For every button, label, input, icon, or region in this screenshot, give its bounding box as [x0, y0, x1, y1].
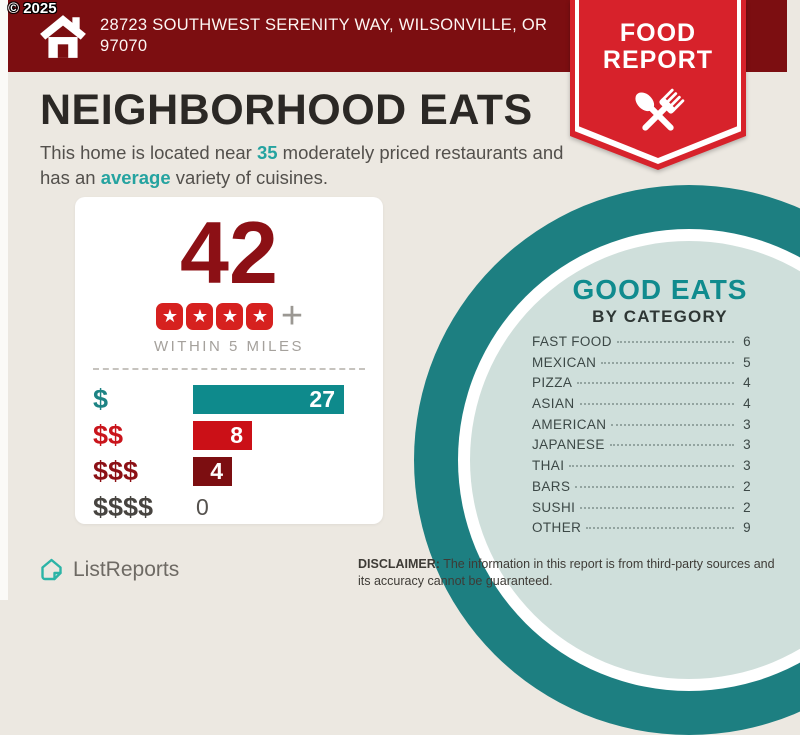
badge-title: FOOD REPORT	[570, 20, 746, 74]
dot-leader	[575, 485, 734, 488]
bar-zone: 27	[193, 385, 365, 414]
subtitle-highlight-variety: average	[100, 166, 171, 188]
restaurant-summary-card: 42 ★ ★ ★ ★ + WITHIN 5 MILES $27 $$ 8 $$$ 4 $$$$ 0	[75, 197, 383, 524]
category-row: BARS 2	[532, 479, 751, 500]
category-count: 3	[743, 437, 751, 453]
subtitle-part3: variety of cuisines.	[170, 166, 328, 188]
listreports-house-icon	[41, 558, 62, 581]
category-name: BARS	[532, 478, 571, 494]
star-icon: ★	[156, 302, 184, 330]
category-name: AMERICAN	[532, 416, 607, 432]
category-count: 4	[743, 375, 751, 391]
bar-zone: 8	[193, 421, 365, 450]
bar-zone: 0	[193, 493, 365, 522]
plus-sign: +	[280, 295, 304, 337]
star-icon: ★	[216, 302, 244, 330]
category-row: JAPANESE 3	[532, 437, 751, 458]
price-level-label: $$$$	[93, 492, 154, 522]
bar-zone: 4	[193, 457, 365, 486]
category-name: ASIAN	[532, 396, 575, 412]
category-row: OTHER 9	[532, 520, 751, 541]
category-list: FAST FOOD 6 MEXICAN 5 PIZZA 4 ASIAN 4 AMERICAN 3 J…	[532, 334, 751, 541]
badge-inner-layer	[579, 0, 737, 158]
brand-logo: ListReports	[38, 556, 179, 583]
dot-leader	[601, 361, 734, 364]
disclaimer-text: The information in this report is from t…	[358, 557, 775, 588]
category-name: FAST FOOD	[532, 334, 612, 349]
dot-leader	[580, 506, 734, 509]
subtitle-highlight-count: 35	[256, 142, 278, 163]
category-name: OTHER	[532, 520, 582, 536]
category-count: 2	[743, 499, 751, 515]
page-left-margin	[0, 0, 8, 600]
spoon-and-fork-icon	[635, 88, 685, 131]
badge-title-line1: FOOD	[619, 19, 697, 47]
good-eats-header: GOOD EATS BY CATEGORY	[540, 274, 780, 327]
dot-leader	[579, 403, 734, 406]
category-name: THAI	[532, 458, 565, 474]
page-subtitle: This home is located near 35 moderately …	[40, 141, 570, 191]
category-name: SUSHI	[532, 499, 576, 515]
price-level-label: $$	[93, 420, 124, 450]
badge-title-line2: REPORT	[602, 46, 714, 74]
category-row: SUSHI 2	[532, 500, 751, 521]
price-chart-row: $$$ 4	[93, 457, 365, 486]
restaurant-count: 42	[180, 203, 278, 302]
price-level-label: $$$	[93, 456, 139, 486]
copyright-text: © 2025	[8, 0, 57, 17]
category-count: 3	[743, 458, 751, 474]
category-row: MEXICAN 5	[532, 355, 751, 376]
price-chart-row: $27	[93, 385, 365, 414]
bar: 27	[193, 385, 344, 414]
subtitle-part2: moderately priced restaurants and has an	[40, 142, 564, 188]
star-icon: ★	[186, 302, 214, 330]
home-icon	[40, 15, 86, 58]
property-address: 28723 SOUTHWEST SERENITY WAY, WILSONVILL…	[100, 15, 570, 58]
card-divider	[93, 368, 365, 370]
bar: 8	[193, 421, 252, 450]
star-rating: ★ ★ ★ ★ +	[93, 295, 365, 337]
bar-value: 4	[210, 458, 223, 484]
address-line-2: 97070	[100, 37, 148, 56]
brand-name: ListReports	[73, 557, 180, 581]
bar-value: 27	[309, 386, 335, 412]
category-row: AMERICAN 3	[532, 417, 751, 438]
dot-leader	[577, 382, 734, 385]
category-name: JAPANESE	[532, 437, 605, 453]
radius-caption: WITHIN 5 MILES	[153, 338, 304, 355]
category-count: 2	[743, 478, 751, 494]
bar-value: 8	[230, 422, 243, 448]
category-row: THAI 3	[532, 458, 751, 479]
category-name: MEXICAN	[532, 354, 597, 370]
category-count: 3	[743, 416, 751, 432]
dot-leader	[586, 527, 734, 530]
price-chart-row: $$ 8	[93, 421, 365, 450]
dot-leader	[616, 341, 734, 343]
category-row: ASIAN 4	[532, 396, 751, 417]
address-line-1: 28723 SOUTHWEST SERENITY WAY, WILSONVILL…	[100, 16, 548, 34]
dot-leader	[609, 444, 734, 447]
bar-value-zero: 0	[196, 494, 209, 520]
category-row: PIZZA 4	[532, 375, 751, 396]
dot-leader	[611, 423, 734, 426]
category-name: PIZZA	[532, 375, 573, 391]
disclaimer-label: DISCLAIMER:	[358, 557, 440, 571]
price-chart: $27 $$ 8 $$$ 4 $$$$ 0	[93, 385, 365, 522]
star-icon: ★	[246, 302, 274, 330]
subtitle-part1: This home is located near	[40, 142, 257, 163]
category-count: 9	[743, 520, 751, 536]
price-chart-row: $$$$ 0	[93, 493, 365, 522]
page-title: NEIGHBORHOOD EATS	[40, 86, 533, 134]
category-count: 5	[743, 354, 751, 370]
food-report-badge: FOOD REPORT	[570, 0, 746, 170]
good-eats-title: GOOD EATS	[572, 274, 748, 305]
dot-leader	[569, 465, 734, 468]
good-eats-subtitle: BY CATEGORY	[592, 307, 728, 326]
category-row: FAST FOOD 6	[532, 334, 751, 355]
category-count: 4	[743, 396, 751, 412]
category-count: 6	[743, 334, 751, 349]
price-level-label: $	[93, 384, 109, 414]
bar: 4	[193, 457, 232, 486]
disclaimer: DISCLAIMER: The information in this repo…	[358, 556, 786, 590]
